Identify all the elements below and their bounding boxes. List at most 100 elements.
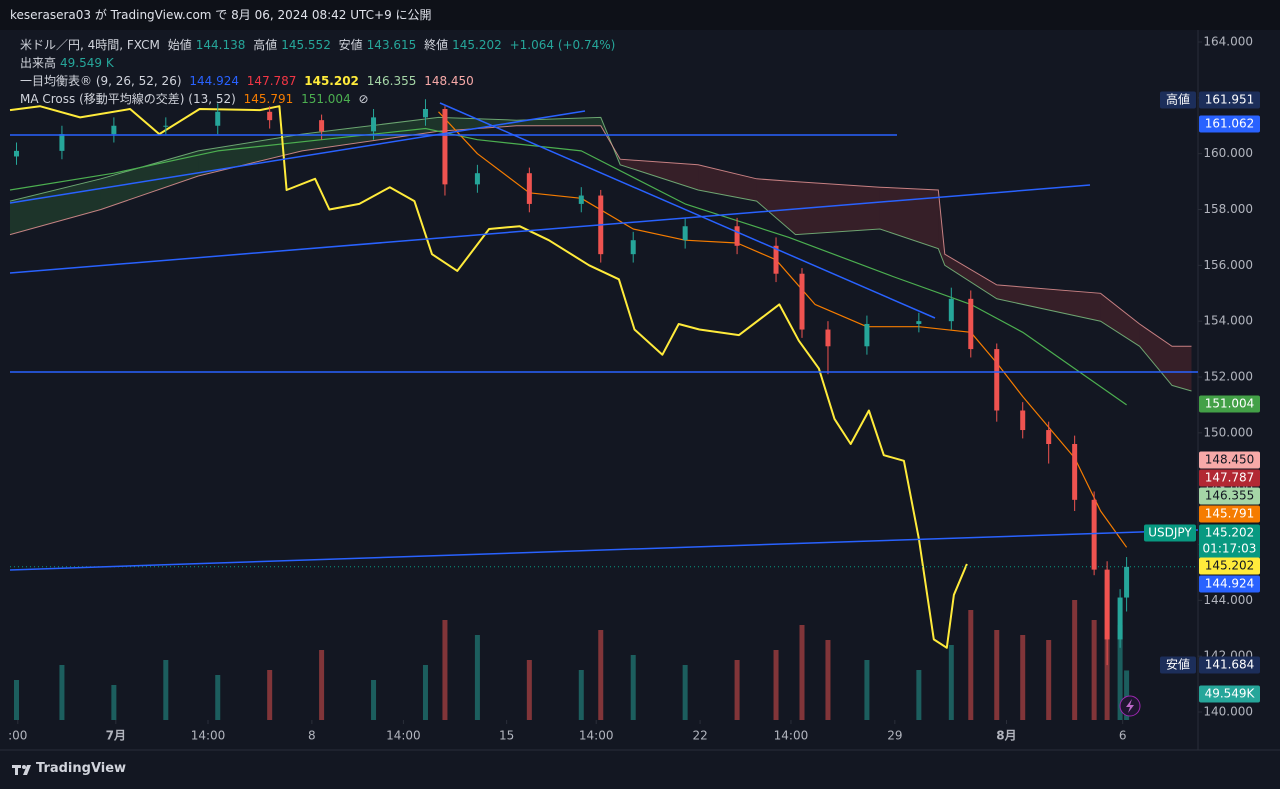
price-tags: 161.951 高値 161.062 151.004 148.450 147.787 146… (1144, 91, 1260, 703)
y-tick-label: 156.000 (1203, 258, 1253, 272)
y-tick-label: 164.000 (1203, 35, 1253, 49)
candle-body (734, 226, 740, 246)
cloud-fill (438, 117, 517, 132)
trend-line[interactable] (9, 110, 586, 204)
alert-icon-bolt (1126, 699, 1134, 713)
volume-bar (111, 685, 117, 720)
label: 一目均衡表® (9, 26, 52, 26) (20, 74, 182, 88)
volume-bar (734, 660, 740, 720)
value: 145.791 (243, 92, 294, 106)
volume-bar (215, 675, 221, 720)
candle-body (215, 111, 221, 126)
cloud-fill (10, 178, 101, 235)
label: MA Cross (移動平均線の交差) (13, 52) (20, 92, 236, 106)
price-tag-label: 145.202 (1205, 559, 1255, 573)
price-tag-label: 145.202 (1205, 526, 1255, 540)
logo (12, 765, 31, 775)
change: +1.064 (+0.74%) (509, 38, 616, 52)
volume-bar (526, 660, 532, 720)
volume-bar (474, 635, 480, 720)
volume-bar (598, 630, 604, 720)
price-tag (1199, 451, 1260, 469)
value: 147.787 (246, 74, 297, 88)
cloud-fill (795, 181, 880, 235)
volume-bar (163, 660, 169, 720)
candle-body (526, 173, 532, 204)
trend-line[interactable] (9, 529, 1199, 571)
symbol: 米ドル／円, 4時間, FXCM (20, 38, 160, 52)
volume-bar (1072, 600, 1078, 720)
x-tick-label: 7月 (106, 729, 126, 743)
candle-body (1104, 569, 1110, 640)
trend-line[interactable] (9, 184, 1091, 274)
volume-bar (799, 625, 805, 720)
price-tag (1199, 557, 1260, 575)
candle-body (799, 273, 805, 330)
x-tick-label: 8 (308, 729, 316, 743)
value: 144.138 (195, 38, 246, 52)
x-tick-label: 8月 (996, 729, 1016, 743)
tag-name: 安値 (1166, 657, 1190, 672)
value: 151.004 (301, 92, 351, 106)
value: 148.450 (424, 74, 474, 88)
cloud-span (9, 125, 1192, 347)
candle-body (773, 245, 779, 274)
volume-bar (1117, 625, 1123, 720)
tag-name-box (1160, 91, 1196, 109)
indicator-line (9, 127, 1127, 406)
tag-name-box (1144, 524, 1196, 542)
x-tick-label: 6 (1119, 729, 1127, 743)
volume-bar (825, 640, 831, 720)
logo-part (22, 765, 26, 769)
label: 終値 (424, 38, 449, 52)
tag-name-box (1160, 656, 1196, 674)
value: 145.202 (304, 74, 359, 88)
legend-row: 一目均衡表® (9, 26, 52, 26) 144.924 147.787 1… (20, 72, 619, 90)
volume-bar (371, 680, 377, 720)
price-axis-bg (1198, 30, 1280, 750)
x-tick-label: 14:00 (579, 729, 614, 743)
y-tick-label: 158.000 (1203, 202, 1253, 216)
value: 143.615 (366, 38, 417, 52)
volume-bar (994, 630, 1000, 720)
volume-bar (319, 650, 325, 720)
y-tick-label: 144.000 (1203, 593, 1253, 607)
y-tick-label: 154.000 (1203, 314, 1253, 328)
candle-body (968, 298, 974, 350)
candle-body (163, 125, 169, 127)
countdown: 01:17:03 (1203, 542, 1257, 556)
candle-body (630, 240, 636, 255)
x-tick-label: 15 (499, 729, 514, 743)
indicator-line (9, 105, 968, 649)
y-tick-label: 160.000 (1203, 146, 1253, 160)
volume-bar (773, 650, 779, 720)
value: 146.355 (366, 74, 417, 88)
volume-bar (59, 665, 65, 720)
candle-body (13, 150, 19, 157)
label: 安値 (338, 38, 363, 52)
trend-line[interactable] (439, 102, 936, 319)
cloud-fill (944, 254, 997, 299)
publish-info: keserasera03 が TradingView.com で 8月 06, … (10, 8, 432, 22)
line-layer (9, 105, 1198, 649)
candle-body (682, 226, 688, 241)
y-tick-label: 152.000 (1203, 370, 1253, 384)
volume-bar (948, 645, 954, 720)
price-tag-label: 161.951 (1205, 93, 1255, 107)
price-tag (1199, 469, 1260, 487)
candle-body (111, 125, 117, 135)
cloud-fill (698, 164, 757, 202)
candle-body (916, 321, 922, 324)
candle-body (948, 298, 954, 322)
value: 144.924 (189, 74, 239, 88)
tag-name: 高値 (1166, 92, 1190, 107)
volume-bar (1046, 640, 1052, 720)
volume-bar (630, 655, 636, 720)
price-tag-label: 147.787 (1205, 471, 1255, 485)
volume-bar (267, 670, 273, 720)
volume-bar (1020, 635, 1026, 720)
x-tick-label: 29 (887, 729, 902, 743)
y-tick-label: 150.000 (1203, 425, 1253, 439)
